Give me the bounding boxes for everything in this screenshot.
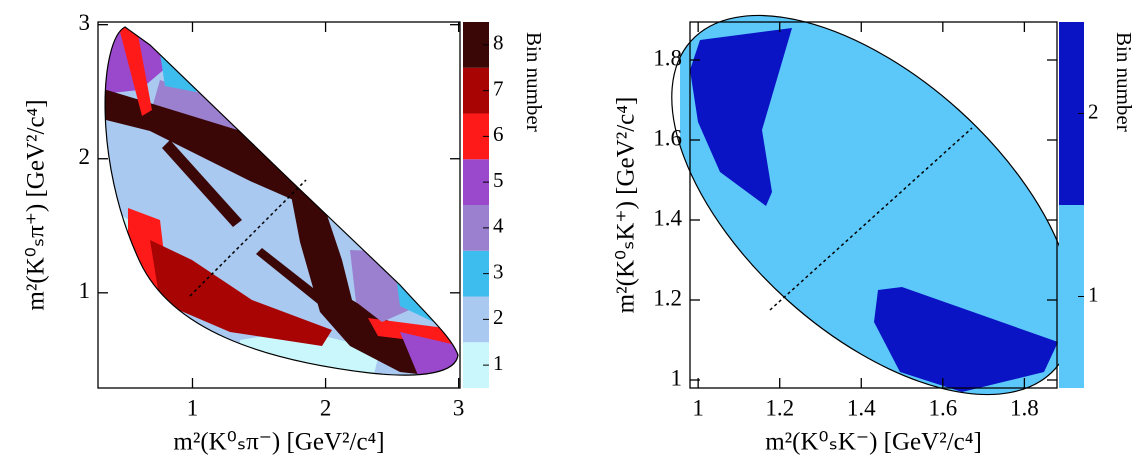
y-tick-label: 3: [79, 10, 91, 35]
kinematic-boundary: [104, 26, 459, 376]
x-axis-label: m²(K⁰ₛπ⁻) [GeV²/c⁴]: [173, 429, 384, 456]
y-tick-label: 1.6: [653, 125, 682, 150]
x-tick-label: 1: [187, 395, 199, 420]
y-tick-label: 1.8: [653, 45, 682, 70]
plot-frame: [689, 21, 1058, 389]
kinematic-boundary: [671, 14, 1075, 396]
bin-region: [162, 140, 242, 227]
y-axis-label: m²(K⁰ₛK⁺) [GeV²/c⁴]: [613, 97, 640, 314]
bin-region: [400, 332, 458, 376]
bin-region: [690, 28, 792, 206]
x-tick-label: 1.2: [765, 395, 794, 420]
x-axis-label: m²(K⁰ₛK⁻) [GeV²/c⁴]: [765, 429, 982, 456]
colorbar-label: Bin number: [1112, 32, 1136, 132]
bin-region: [118, 27, 152, 116]
colorbar-tick-label: 5: [493, 168, 504, 192]
bin-region: [105, 85, 412, 262]
colorbar-tick-label: 7: [493, 76, 504, 100]
colorbar-tick-label: 1: [1088, 282, 1099, 306]
dalitz-regions: [680, 15, 1070, 395]
bin-region: [290, 190, 458, 376]
colorbar-tick-label: 2: [1088, 99, 1099, 123]
x-tick-label: 1.4: [847, 395, 876, 420]
y-tick-label: 1.4: [653, 205, 682, 230]
bin-region: [256, 248, 336, 312]
y-tick-label: 1: [79, 278, 91, 303]
colorbar-tick-label: 8: [493, 31, 504, 55]
x-tick-label: 1: [692, 395, 704, 420]
colorbar-tick-label: 6: [493, 122, 504, 146]
y-tick-label: 1.2: [653, 285, 682, 310]
colorbar-tick-label: 1: [493, 351, 504, 375]
bin-region: [368, 318, 458, 346]
bin-region: [874, 287, 1058, 392]
bin-region: [150, 240, 332, 346]
x-tick-label: 1.8: [1010, 395, 1039, 420]
colorbar-tick-label: 2: [493, 305, 504, 329]
y-tick-label: 1: [671, 365, 683, 390]
x-tick-label: 1.6: [928, 395, 957, 420]
colorbar-tick-label: 3: [493, 259, 504, 283]
colorbar-label: Bin number: [522, 32, 546, 132]
plot-frame: [97, 21, 461, 389]
y-axis-label: m²(K⁰ₛπ⁺) [GeV²/c⁴]: [23, 99, 50, 310]
y-tick-label: 2: [79, 144, 91, 169]
colorbar-tick-label: 4: [493, 214, 504, 238]
x-tick-label: 2: [320, 395, 332, 420]
x-tick-label: 3: [453, 395, 465, 420]
